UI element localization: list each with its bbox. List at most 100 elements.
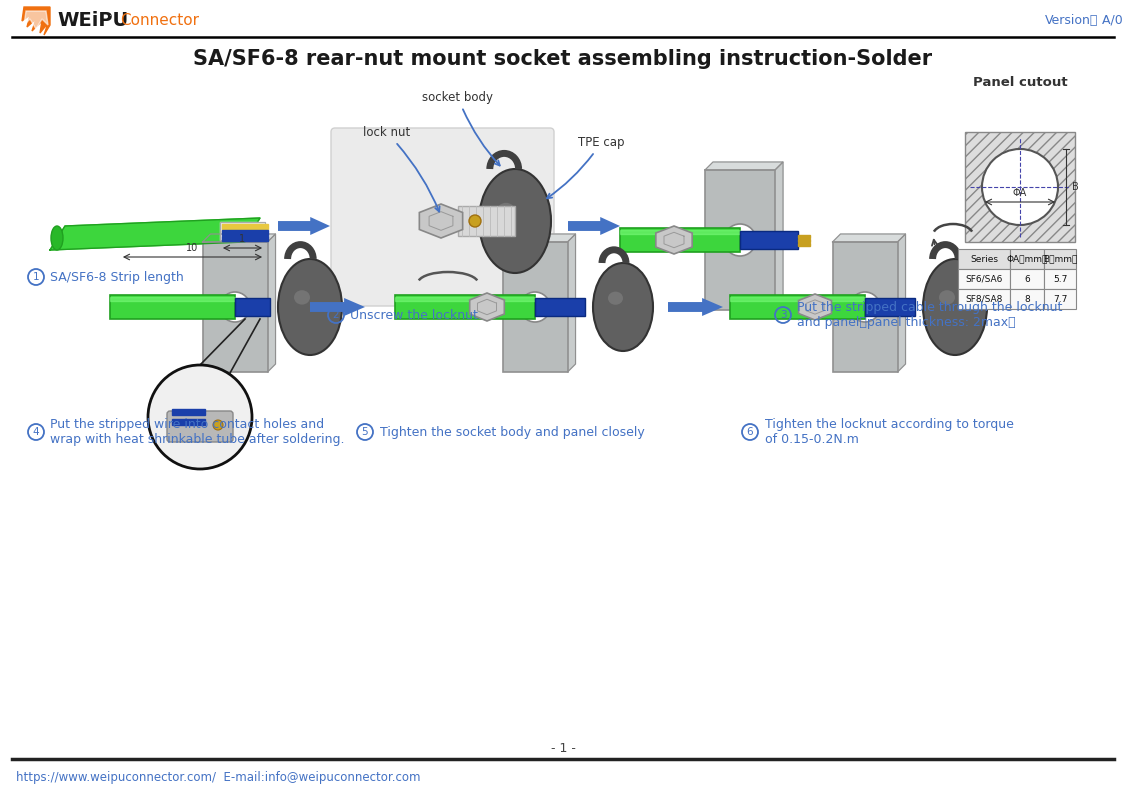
Circle shape: [220, 292, 250, 322]
Text: Put the stripped wire into contact holes and
wrap with heat shrinkable tube afte: Put the stripped wire into contact holes…: [50, 418, 345, 446]
Text: 7.7: 7.7: [1053, 295, 1067, 304]
Text: 8: 8: [1025, 295, 1030, 304]
Polygon shape: [50, 218, 260, 250]
Polygon shape: [419, 204, 463, 238]
Bar: [958, 289, 1010, 309]
Polygon shape: [268, 234, 276, 372]
Text: 1: 1: [240, 234, 245, 244]
FancyBboxPatch shape: [832, 242, 897, 372]
Bar: [958, 269, 1010, 289]
Polygon shape: [278, 217, 330, 235]
Polygon shape: [620, 230, 740, 234]
Text: ·: ·: [109, 11, 111, 21]
Polygon shape: [775, 162, 783, 310]
Polygon shape: [24, 11, 48, 29]
Bar: [620, 228, 740, 252]
FancyBboxPatch shape: [203, 242, 268, 372]
Text: 5: 5: [361, 427, 368, 437]
Text: https://www.weipuconnector.com/  E-mail:info@weipuconnector.com: https://www.weipuconnector.com/ E-mail:i…: [16, 771, 420, 783]
Polygon shape: [568, 234, 575, 372]
Ellipse shape: [497, 202, 515, 218]
FancyBboxPatch shape: [331, 128, 554, 306]
Text: 3: 3: [779, 310, 786, 320]
Ellipse shape: [294, 290, 310, 304]
Text: WEiPU: WEiPU: [57, 10, 128, 29]
Ellipse shape: [593, 263, 653, 351]
Polygon shape: [897, 234, 905, 372]
Text: 10: 10: [186, 243, 198, 253]
Polygon shape: [502, 234, 575, 242]
Text: ΦA（mm）: ΦA（mm）: [1007, 254, 1047, 264]
Ellipse shape: [939, 290, 955, 304]
Circle shape: [850, 292, 881, 322]
Bar: [1010, 249, 1044, 269]
Ellipse shape: [923, 259, 988, 355]
Bar: [1044, 269, 1076, 289]
Polygon shape: [798, 294, 831, 320]
Polygon shape: [705, 162, 783, 170]
Text: Connector: Connector: [120, 13, 199, 28]
Text: ΦA: ΦA: [1013, 188, 1027, 198]
Text: B: B: [1072, 182, 1079, 192]
Polygon shape: [203, 234, 276, 242]
Polygon shape: [220, 222, 265, 240]
Bar: [865, 298, 915, 316]
Polygon shape: [395, 297, 535, 301]
Text: SA/SF6-8 rear-nut mount socket assembling instruction-Solder: SA/SF6-8 rear-nut mount socket assemblin…: [194, 49, 932, 69]
Polygon shape: [222, 224, 268, 229]
Text: SF8/SA8: SF8/SA8: [965, 295, 1002, 304]
Text: Unscrew the locknut: Unscrew the locknut: [350, 308, 477, 321]
Bar: [730, 295, 865, 319]
Text: 4: 4: [33, 427, 39, 437]
Text: TPE cap: TPE cap: [547, 136, 625, 198]
FancyBboxPatch shape: [167, 411, 233, 442]
Bar: [458, 206, 515, 236]
Circle shape: [470, 215, 481, 227]
Text: A/0 04.2023 WEIPU: A/0 04.2023 WEIPU: [1098, 14, 1126, 26]
Polygon shape: [798, 238, 810, 241]
Circle shape: [148, 365, 252, 469]
Text: 1: 1: [33, 272, 39, 282]
FancyBboxPatch shape: [965, 132, 1075, 242]
Polygon shape: [668, 298, 723, 316]
Polygon shape: [222, 230, 268, 235]
Ellipse shape: [278, 259, 342, 355]
Bar: [740, 231, 798, 249]
Text: 6: 6: [747, 427, 753, 437]
Bar: [1044, 289, 1076, 309]
Text: SA/SF6-8 Strip length: SA/SF6-8 Strip length: [50, 270, 184, 284]
Polygon shape: [798, 242, 810, 245]
Polygon shape: [23, 7, 50, 35]
Circle shape: [724, 224, 756, 256]
Polygon shape: [470, 293, 504, 321]
Bar: [235, 298, 270, 316]
Ellipse shape: [479, 169, 551, 273]
Text: 5.7: 5.7: [1053, 274, 1067, 284]
Polygon shape: [310, 298, 365, 316]
Polygon shape: [655, 226, 692, 254]
Polygon shape: [568, 217, 620, 235]
Ellipse shape: [51, 226, 63, 250]
Bar: [1010, 289, 1044, 309]
Text: Series: Series: [969, 254, 998, 264]
Polygon shape: [730, 297, 865, 301]
Text: 2: 2: [332, 310, 339, 320]
Circle shape: [520, 292, 549, 322]
Text: Tighten the locknut according to torque
of 0.15-0.2N.m: Tighten the locknut according to torque …: [765, 418, 1013, 446]
Text: SF6/SA6: SF6/SA6: [965, 274, 1002, 284]
Text: lock nut: lock nut: [363, 126, 439, 211]
Text: Tighten the socket body and panel closely: Tighten the socket body and panel closel…: [379, 426, 645, 438]
Polygon shape: [110, 297, 235, 301]
FancyBboxPatch shape: [705, 170, 775, 310]
Polygon shape: [172, 409, 205, 415]
Circle shape: [982, 149, 1058, 225]
Polygon shape: [222, 236, 268, 241]
FancyBboxPatch shape: [502, 242, 568, 372]
Text: - 1 -: - 1 -: [551, 743, 575, 756]
Bar: [395, 295, 535, 319]
Polygon shape: [798, 234, 810, 238]
Bar: [958, 249, 1010, 269]
Text: B（mm）: B（mm）: [1043, 254, 1078, 264]
Bar: [1044, 249, 1076, 269]
Text: socket body: socket body: [422, 91, 500, 166]
